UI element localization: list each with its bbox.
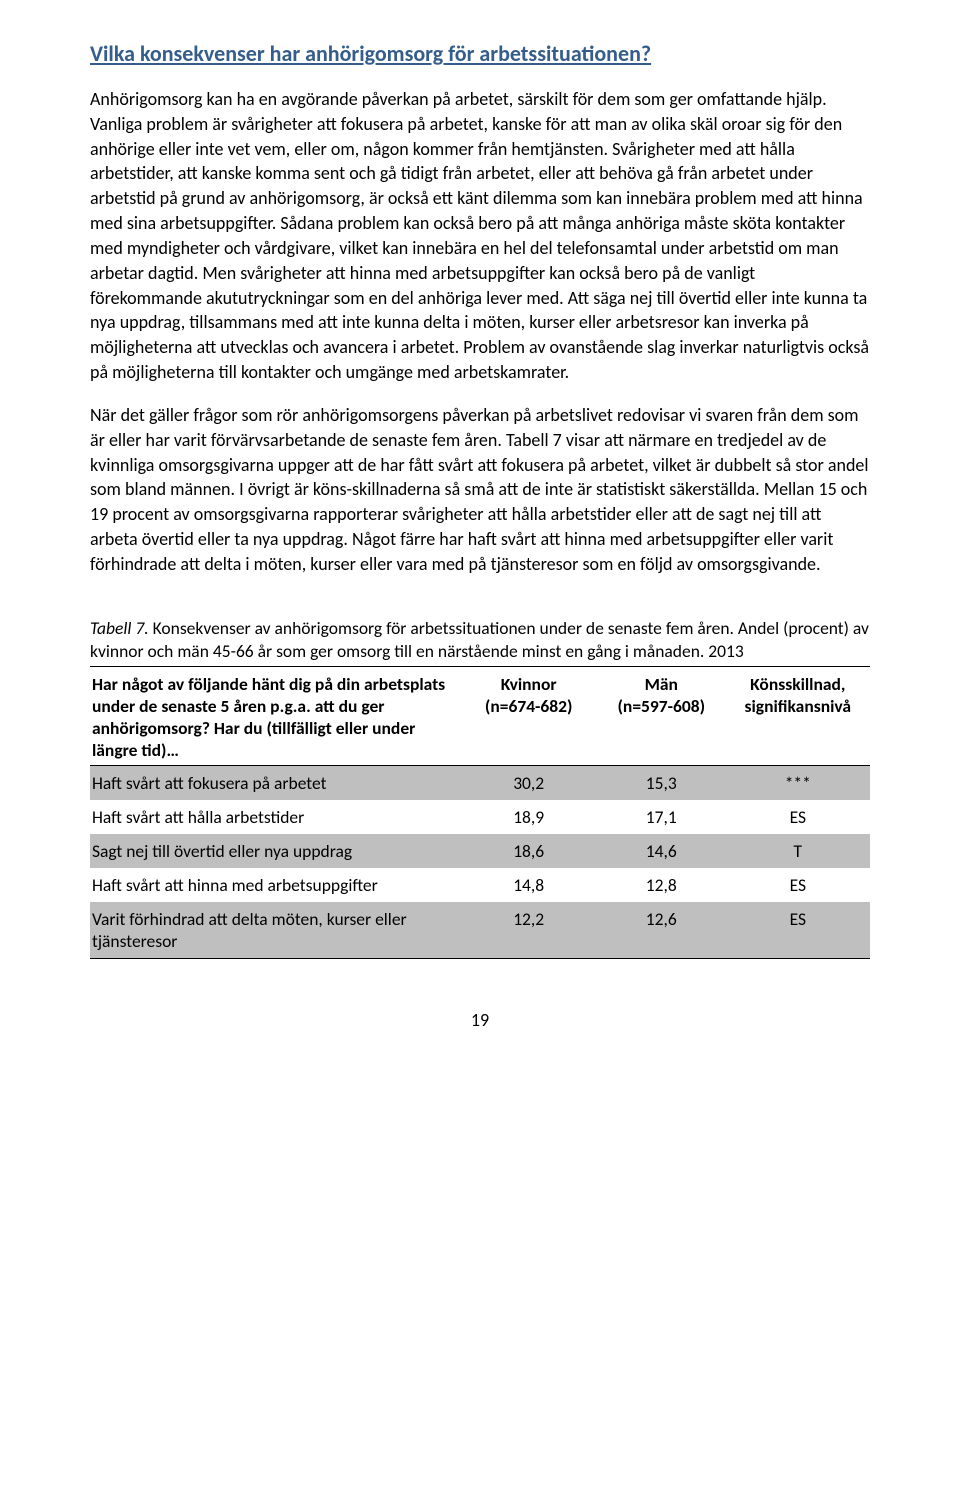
- table-header-sig: Könsskillnad, signifikansnivå: [730, 669, 870, 766]
- table-cell-label: Haft svårt att hinna med arbetsuppgifter: [90, 868, 464, 902]
- table-cell-sig: ES: [730, 800, 870, 834]
- table-cell-sig: ES: [730, 868, 870, 902]
- table-cell-kvinnor: 18,9: [464, 800, 597, 834]
- table-row: Sagt nej till övertid eller nya uppdrag …: [90, 834, 870, 868]
- table-header-kvinnor-l2: (n=674-682): [485, 695, 573, 717]
- table-header-man: Män (n=597-608): [597, 669, 730, 766]
- table-cell-kvinnor: 14,8: [464, 868, 597, 902]
- consequences-table: Har något av följande hänt dig på din ar…: [90, 669, 870, 958]
- table-header-row: Har något av följande hänt dig på din ar…: [90, 669, 870, 766]
- table-header-sig-l1: Könsskillnad,: [750, 673, 845, 695]
- table-cell-label: Haft svårt att fokusera på arbetet: [90, 765, 464, 800]
- table-row: Varit förhindrad att delta möten, kurser…: [90, 902, 870, 958]
- table-cell-label: Sagt nej till övertid eller nya uppdrag: [90, 834, 464, 868]
- table-cell-man: 12,8: [597, 868, 730, 902]
- table-header-man-l2: (n=597-608): [617, 695, 705, 717]
- table-caption-label: Tabell 7.: [90, 617, 149, 639]
- table-cell-kvinnor: 18,6: [464, 834, 597, 868]
- page-number: 19: [90, 1009, 870, 1031]
- page: Vilka konsekvenser har anhörigomsorg för…: [0, 0, 960, 1071]
- table-row: Haft svårt att hålla arbetstider 18,9 17…: [90, 800, 870, 834]
- table-header-sig-l2: signifikansnivå: [745, 695, 852, 717]
- table-cell-man: 15,3: [597, 765, 730, 800]
- table-cell-kvinnor: 12,2: [464, 902, 597, 958]
- table-header-kvinnor-l1: Kvinnor: [501, 673, 557, 695]
- table-caption: Tabell 7. Konsekvenser av anhörigomsorg …: [90, 617, 870, 667]
- table-header-man-l1: Män: [645, 673, 678, 695]
- table-header-kvinnor: Kvinnor (n=674-682): [464, 669, 597, 766]
- table-cell-man: 14,6: [597, 834, 730, 868]
- table-cell-label: Haft svårt att hålla arbetstider: [90, 800, 464, 834]
- table-caption-text: Konsekvenser av anhörigomsorg för arbets…: [90, 617, 869, 663]
- table-row: Haft svårt att hinna med arbetsuppgifter…: [90, 868, 870, 902]
- table-cell-label: Varit förhindrad att delta möten, kurser…: [90, 902, 464, 958]
- table-cell-sig: ES: [730, 902, 870, 958]
- paragraph-2: När det gäller frågor som rör anhörigoms…: [90, 403, 870, 577]
- table-bottom-rule: [90, 958, 870, 959]
- table-row: Haft svårt att fokusera på arbetet 30,2 …: [90, 765, 870, 800]
- table-cell-sig: ***: [730, 765, 870, 800]
- table-cell-sig: T: [730, 834, 870, 868]
- table-cell-man: 12,6: [597, 902, 730, 958]
- table-header-question: Har något av följande hänt dig på din ar…: [90, 669, 464, 766]
- table-cell-kvinnor: 30,2: [464, 765, 597, 800]
- section-heading: Vilka konsekvenser har anhörigomsorg för…: [90, 40, 870, 67]
- table-cell-man: 17,1: [597, 800, 730, 834]
- paragraph-1: Anhörigomsorg kan ha en avgörande påverk…: [90, 87, 870, 385]
